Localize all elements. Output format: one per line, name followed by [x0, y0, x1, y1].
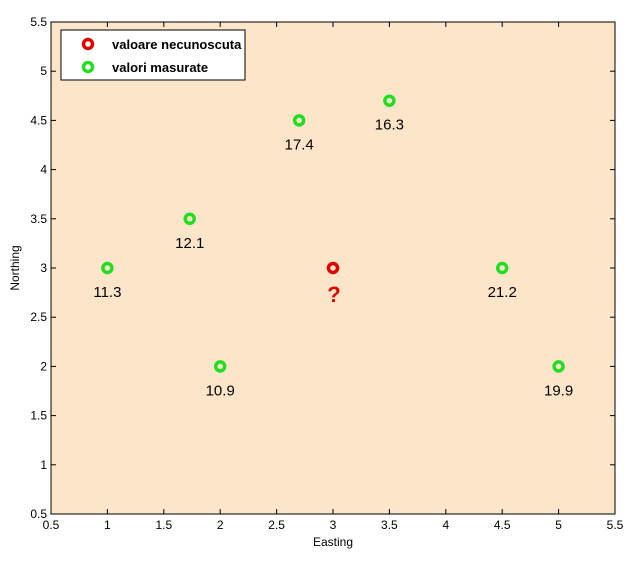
x-tick-label: 5	[555, 518, 562, 532]
measured-point-label: 16.3	[375, 117, 404, 134]
x-tick-label: 1.5	[155, 518, 172, 532]
measured-point	[101, 261, 114, 275]
y-tick-label: 3	[40, 261, 47, 275]
y-tick-label: 1.5	[30, 409, 47, 423]
measured-point	[383, 94, 396, 107]
legend: valoare necunoscuta valori masurate	[60, 29, 246, 81]
y-tick-label: 1	[40, 458, 47, 472]
y-tick-label: 2.5	[30, 310, 47, 324]
measured-point	[183, 212, 196, 226]
y-tick-label: 4	[40, 163, 47, 177]
y-tick-label: 5	[40, 64, 47, 78]
x-tick-label: 5.5	[607, 518, 624, 532]
x-axis-label: Easting	[313, 535, 353, 549]
unknown-point	[326, 261, 340, 275]
legend-label-measured: valori masurate	[112, 60, 208, 75]
x-tick-label: 2	[217, 518, 224, 532]
x-tick-label: 0.5	[43, 518, 60, 532]
measured-point	[495, 261, 509, 275]
measured-point-label: 17.4	[285, 136, 314, 153]
y-tick-label: 4.5	[30, 113, 47, 127]
measured-point	[213, 360, 227, 373]
measured-point-label: 12.1	[175, 235, 204, 252]
measured-point-label: 11.3	[93, 284, 121, 301]
measured-point	[292, 114, 306, 127]
y-tick-label: 5.5	[30, 15, 47, 29]
legend-label-unknown: valoare necunoscuta	[112, 37, 242, 52]
y-tick-label: 2	[40, 359, 47, 373]
measured-point-label: 21.2	[488, 284, 517, 301]
x-tick-label: 4	[442, 518, 449, 532]
x-tick-label: 3.5	[381, 518, 398, 532]
unknown-point-label: ?	[327, 282, 340, 307]
legend-marker-measured	[81, 60, 95, 74]
x-tick-label: 3	[330, 518, 337, 532]
plot-area	[50, 21, 616, 515]
y-tick-label: 3.5	[30, 212, 47, 226]
measured-point-label: 19.9	[544, 382, 573, 399]
y-tick-label: 0.5	[30, 507, 47, 521]
x-tick-label: 1	[104, 518, 111, 532]
legend-marker-unknown	[81, 37, 95, 51]
measured-point	[552, 360, 565, 373]
y-axis-label: Northing	[8, 245, 22, 290]
measured-point-label: 10.9	[206, 382, 235, 399]
x-tick-label: 2.5	[268, 518, 285, 532]
x-tick-label: 4.5	[494, 518, 511, 532]
